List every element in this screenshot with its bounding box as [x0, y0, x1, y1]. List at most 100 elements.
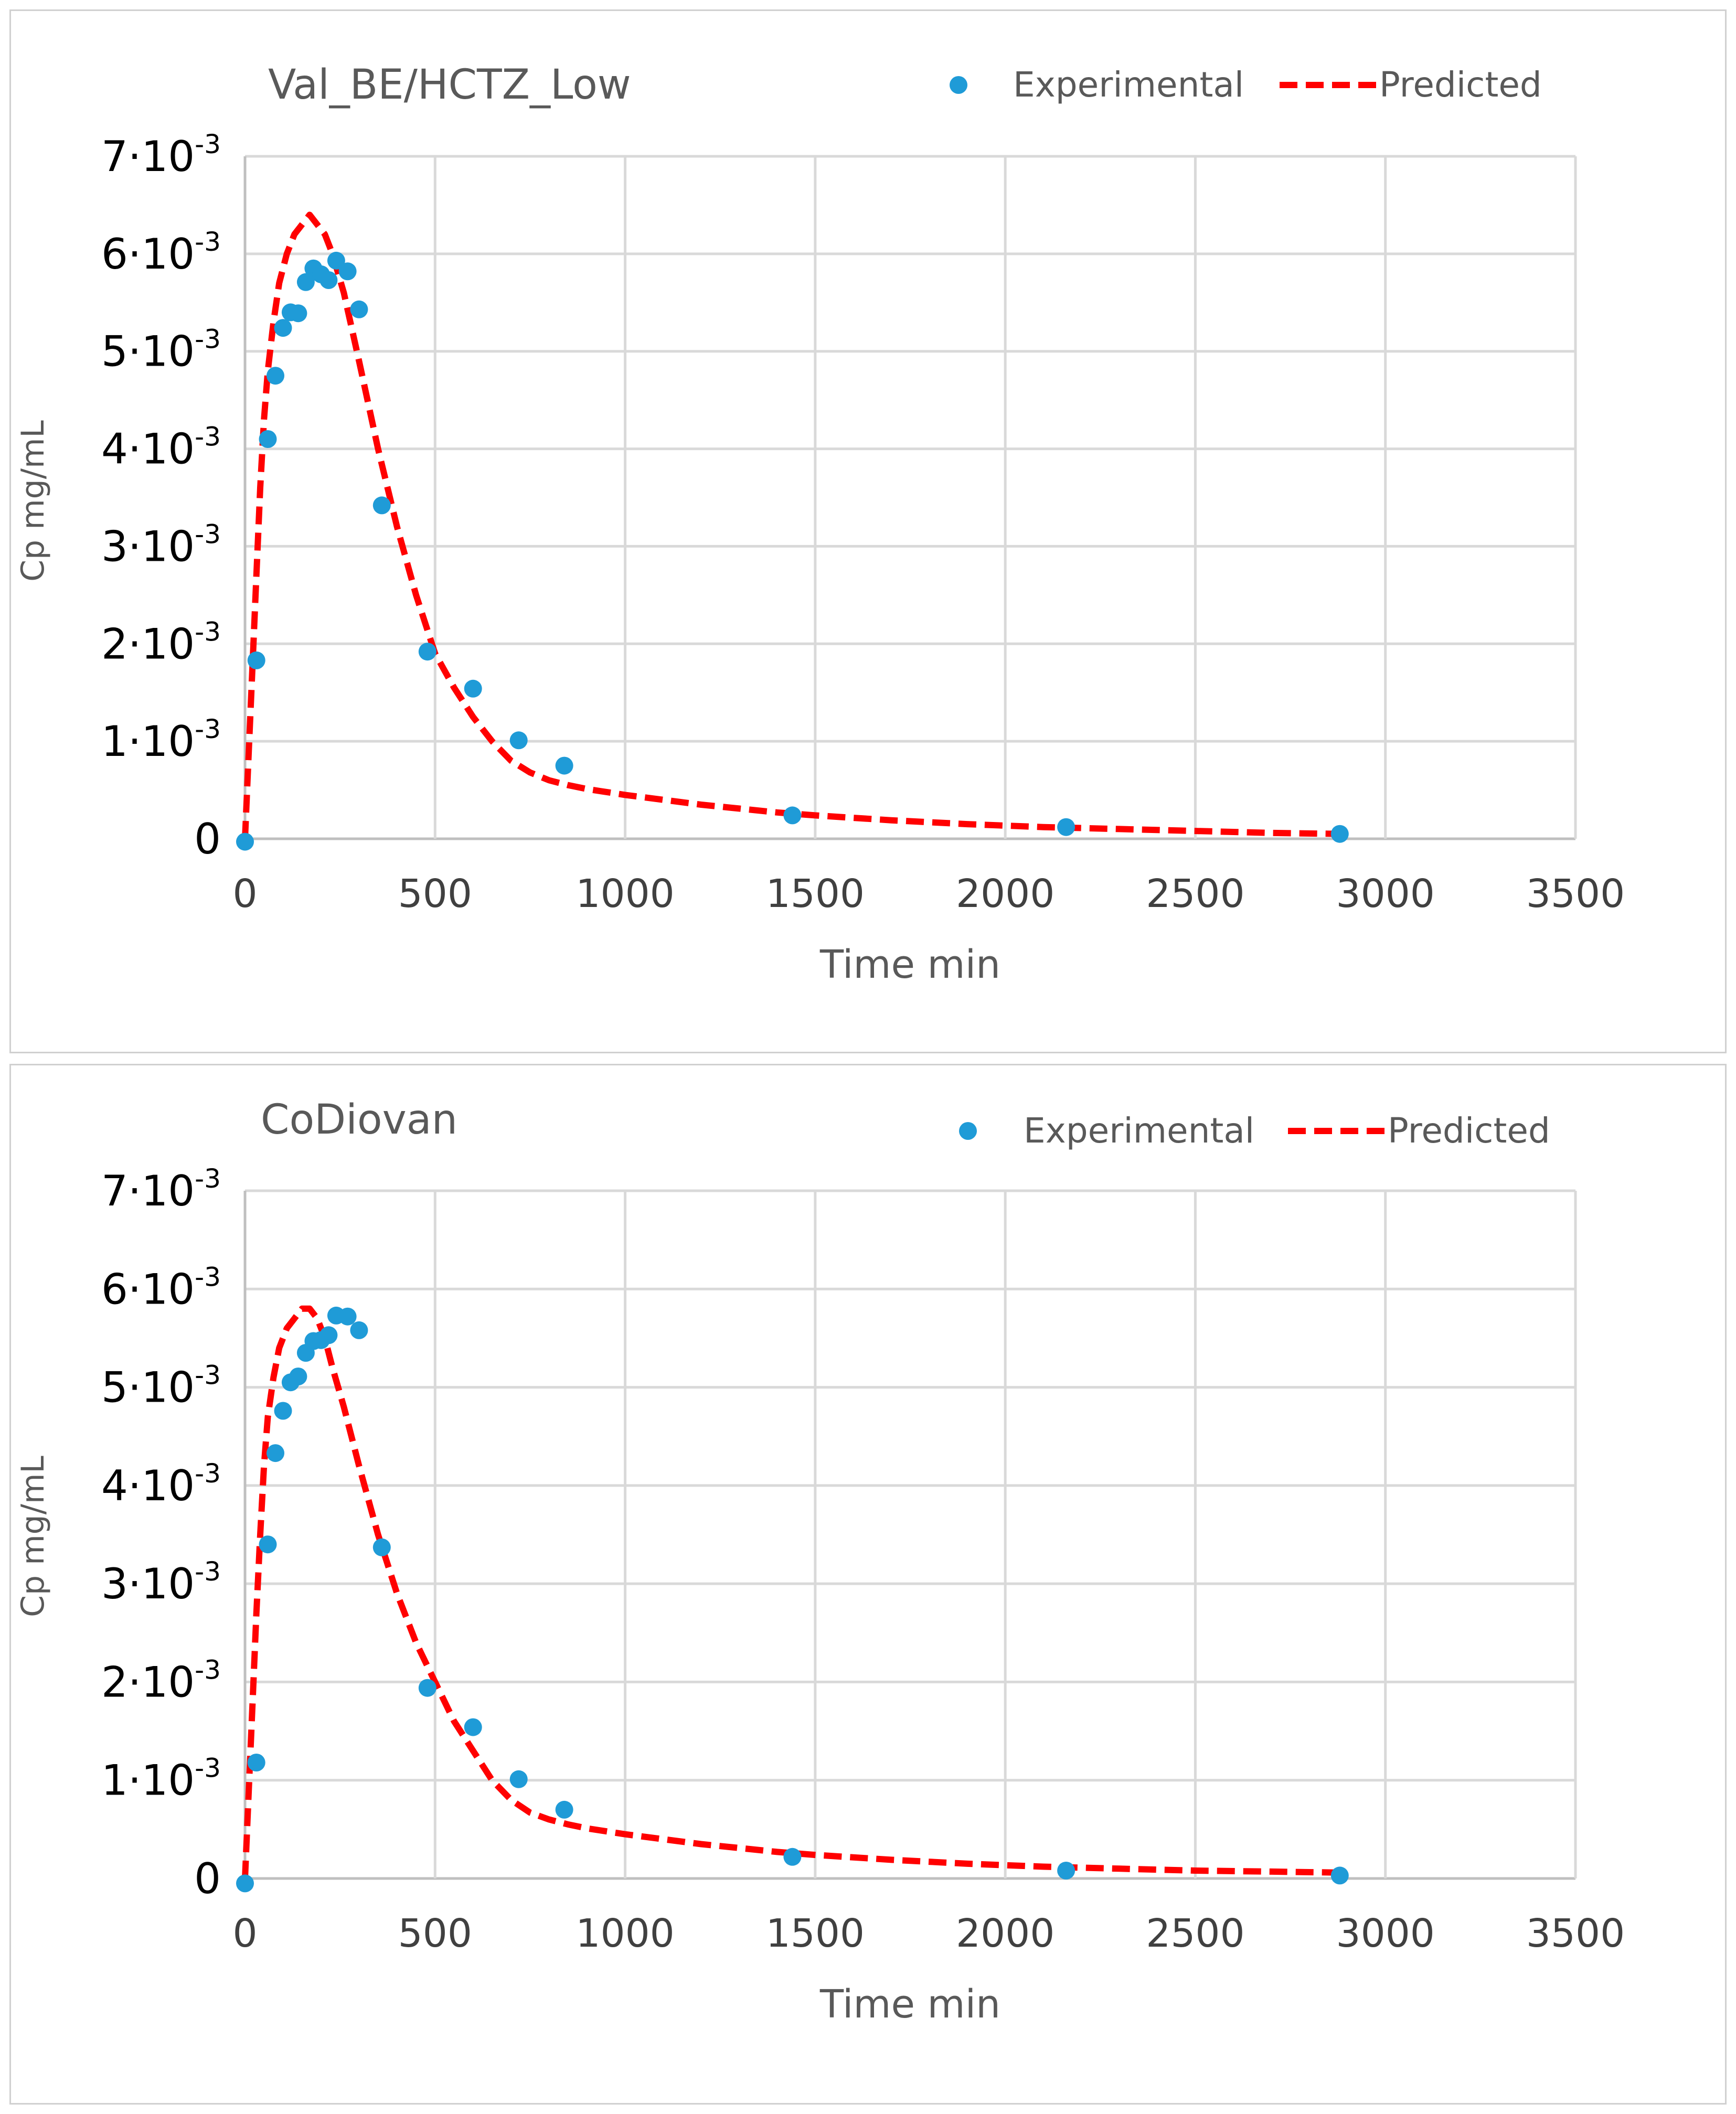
x-tick-label: 1500 — [766, 1911, 865, 1956]
chart-panel-val-be-hctz-low: 0 1·10-3 2·10-3 3·10-3 4·10-3 5·10-3 6·10-3 7·1… — [9, 9, 1727, 1053]
y-tick-exponent: -3 — [195, 227, 221, 257]
y-tick-exponent: -3 — [195, 1360, 221, 1391]
x-tick-label: 3500 — [1526, 871, 1625, 916]
legend-predicted-label: Predicted — [1388, 1111, 1550, 1151]
gridlines — [243, 1189, 1577, 1880]
experimental-data-point — [247, 651, 265, 669]
experimental-data-point — [289, 304, 307, 323]
y-tick-mantissa: 1·10 — [101, 717, 195, 766]
experimental-data-point — [289, 1368, 307, 1385]
chart-svg: 01·10-32·10-33·10-34·10-35·10-36·10-37·1… — [15, 61, 1625, 987]
y-tick-exponent: -3 — [195, 1556, 221, 1587]
y-tick-mantissa: 0 — [194, 1854, 221, 1903]
y-tick-exponent: -3 — [195, 519, 221, 549]
y-tick-label: 4·10-3 — [101, 422, 221, 474]
experimental-data-point — [372, 496, 391, 515]
chart-panel-codiovan: 0 1·10-3 2·10-3 3·10-3 4·10-3 5·10-3 6·10-3 7·1… — [9, 1064, 1727, 2105]
x-tick-label: 2000 — [956, 871, 1055, 916]
y-tick-label: 7·10-3 — [101, 129, 221, 181]
experimental-data-point — [247, 1754, 265, 1771]
experimental-data-point — [274, 319, 292, 337]
experimental-data-point — [319, 271, 338, 289]
y-tick-label: 5·10-3 — [101, 1360, 221, 1412]
y-tick-exponent: -3 — [195, 616, 221, 647]
y-tick-label: 0 — [194, 1854, 221, 1903]
experimental-data-point — [509, 731, 528, 750]
x-tick-label: 500 — [398, 871, 472, 916]
experimental-data-point — [350, 300, 368, 318]
legend-predicted-label: Predicted — [1379, 65, 1542, 105]
y-tick-mantissa: 5·10 — [101, 327, 195, 376]
legend-experimental-marker — [959, 1122, 977, 1140]
y-tick-label: 2·10-3 — [101, 616, 221, 668]
x-tick-label: 2500 — [1146, 1911, 1244, 1956]
x-tick-label: 0 — [232, 1911, 257, 1956]
predicted-series-line — [242, 211, 1340, 839]
y-tick-exponent: -3 — [195, 129, 221, 159]
x-tick-label: 3000 — [1336, 1911, 1435, 1956]
y-tick-label: 2·10-3 — [101, 1654, 221, 1706]
y-tick-mantissa: 3·10 — [101, 522, 195, 571]
experimental-data-point — [274, 1402, 292, 1420]
experimental-series — [236, 251, 1349, 851]
y-tick-mantissa: 5·10 — [101, 1363, 195, 1412]
y-tick-exponent: -3 — [195, 1654, 221, 1685]
experimental-data-point — [259, 1535, 277, 1554]
y-axis-title: Cp mg/mL — [15, 1456, 51, 1617]
y-tick-exponent: -3 — [195, 422, 221, 452]
experimental-series — [236, 1306, 1349, 1893]
experimental-data-point — [372, 1538, 391, 1556]
y-tick-mantissa: 3·10 — [101, 1560, 195, 1608]
gridlines — [243, 155, 1577, 840]
x-tick-label: 1000 — [576, 1911, 674, 1956]
y-tick-exponent: -3 — [195, 714, 221, 744]
y-tick-label: 3·10-3 — [101, 1556, 221, 1608]
legend: Experimental Predicted — [959, 1111, 1550, 1151]
y-tick-mantissa: 2·10 — [101, 1658, 195, 1706]
experimental-data-point — [509, 1770, 528, 1788]
y-tick-exponent: -3 — [195, 324, 221, 355]
legend-experimental-label: Experimental — [1024, 1111, 1254, 1151]
y-axis-title: Cp mg/mL — [15, 420, 51, 582]
legend: Experimental Predicted — [950, 65, 1542, 105]
y-tick-exponent: -3 — [195, 1458, 221, 1489]
y-tick-exponent: -3 — [195, 1262, 221, 1292]
y-tick-label: 7·10-3 — [101, 1163, 221, 1215]
y-tick-label: 1·10-3 — [101, 714, 221, 766]
experimental-data-point — [783, 1848, 802, 1866]
experimental-data-point — [1330, 825, 1349, 843]
x-tick-label: 0 — [232, 871, 257, 916]
experimental-data-point — [236, 832, 254, 851]
y-tick-mantissa: 4·10 — [101, 425, 195, 474]
experimental-data-point — [555, 1800, 573, 1819]
experimental-data-point — [1057, 1862, 1075, 1880]
experimental-data-point — [783, 806, 802, 825]
y-tick-mantissa: 4·10 — [101, 1461, 195, 1510]
y-tick-label: 3·10-3 — [101, 519, 221, 571]
y-tick-mantissa: 6·10 — [101, 230, 195, 279]
x-axis-title: Time min — [819, 1982, 1000, 2027]
experimental-data-point — [338, 1307, 357, 1326]
legend-experimental-marker — [950, 76, 967, 94]
y-tick-mantissa: 0 — [194, 815, 221, 863]
x-tick-label: 2500 — [1146, 871, 1244, 916]
experimental-data-point — [555, 756, 573, 775]
experimental-data-point — [464, 1718, 482, 1736]
experimental-data-point — [418, 1679, 436, 1697]
x-tick-label: 500 — [398, 1911, 472, 1956]
experimental-data-point — [327, 251, 345, 270]
y-tick-exponent: -3 — [195, 1163, 221, 1194]
y-tick-mantissa: 6·10 — [101, 1265, 195, 1314]
experimental-data-point — [338, 262, 357, 281]
experimental-data-point — [1330, 1866, 1349, 1885]
experimental-data-point — [418, 643, 436, 661]
y-tick-label: 5·10-3 — [101, 324, 221, 376]
experimental-data-point — [296, 273, 315, 291]
experimental-data-point — [464, 679, 482, 698]
experimental-data-point — [267, 1444, 284, 1462]
y-tick-label: 6·10-3 — [101, 227, 221, 279]
x-tick-label: 3000 — [1336, 871, 1435, 916]
experimental-data-point — [259, 430, 277, 448]
y-tick-mantissa: 1·10 — [101, 1756, 195, 1805]
experimental-data-point — [236, 1874, 254, 1893]
